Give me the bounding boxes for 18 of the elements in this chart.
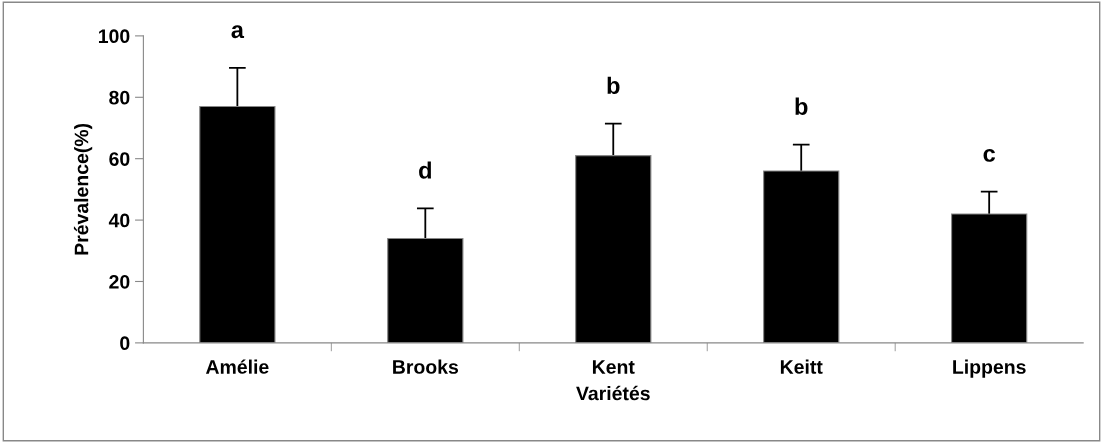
y-tick-label: 20 [109, 274, 130, 289]
y-tick-label: 80 [109, 90, 130, 105]
x-tick-label: Brooks [393, 359, 459, 374]
y-tick-label: 100 [98, 29, 130, 44]
x-tick-label: Amélie [205, 359, 269, 374]
y-tick-label: 40 [108, 213, 130, 228]
y-axis-title: Prévalence(%) [73, 123, 93, 255]
x-axis-title: Variétés [576, 385, 650, 401]
annotation: a [231, 25, 245, 39]
annotation: b [607, 76, 620, 95]
annotation: d [419, 161, 431, 179]
x-tick-label: Lippens [953, 359, 1026, 378]
y-tick-label: 60 [109, 152, 130, 166]
annotation: c [983, 148, 996, 162]
x-tick-label: Keitt [780, 359, 823, 374]
annotation: b [795, 97, 808, 115]
y-tick-label: 0 [120, 336, 130, 351]
x-tick-label: Kent [592, 360, 635, 374]
